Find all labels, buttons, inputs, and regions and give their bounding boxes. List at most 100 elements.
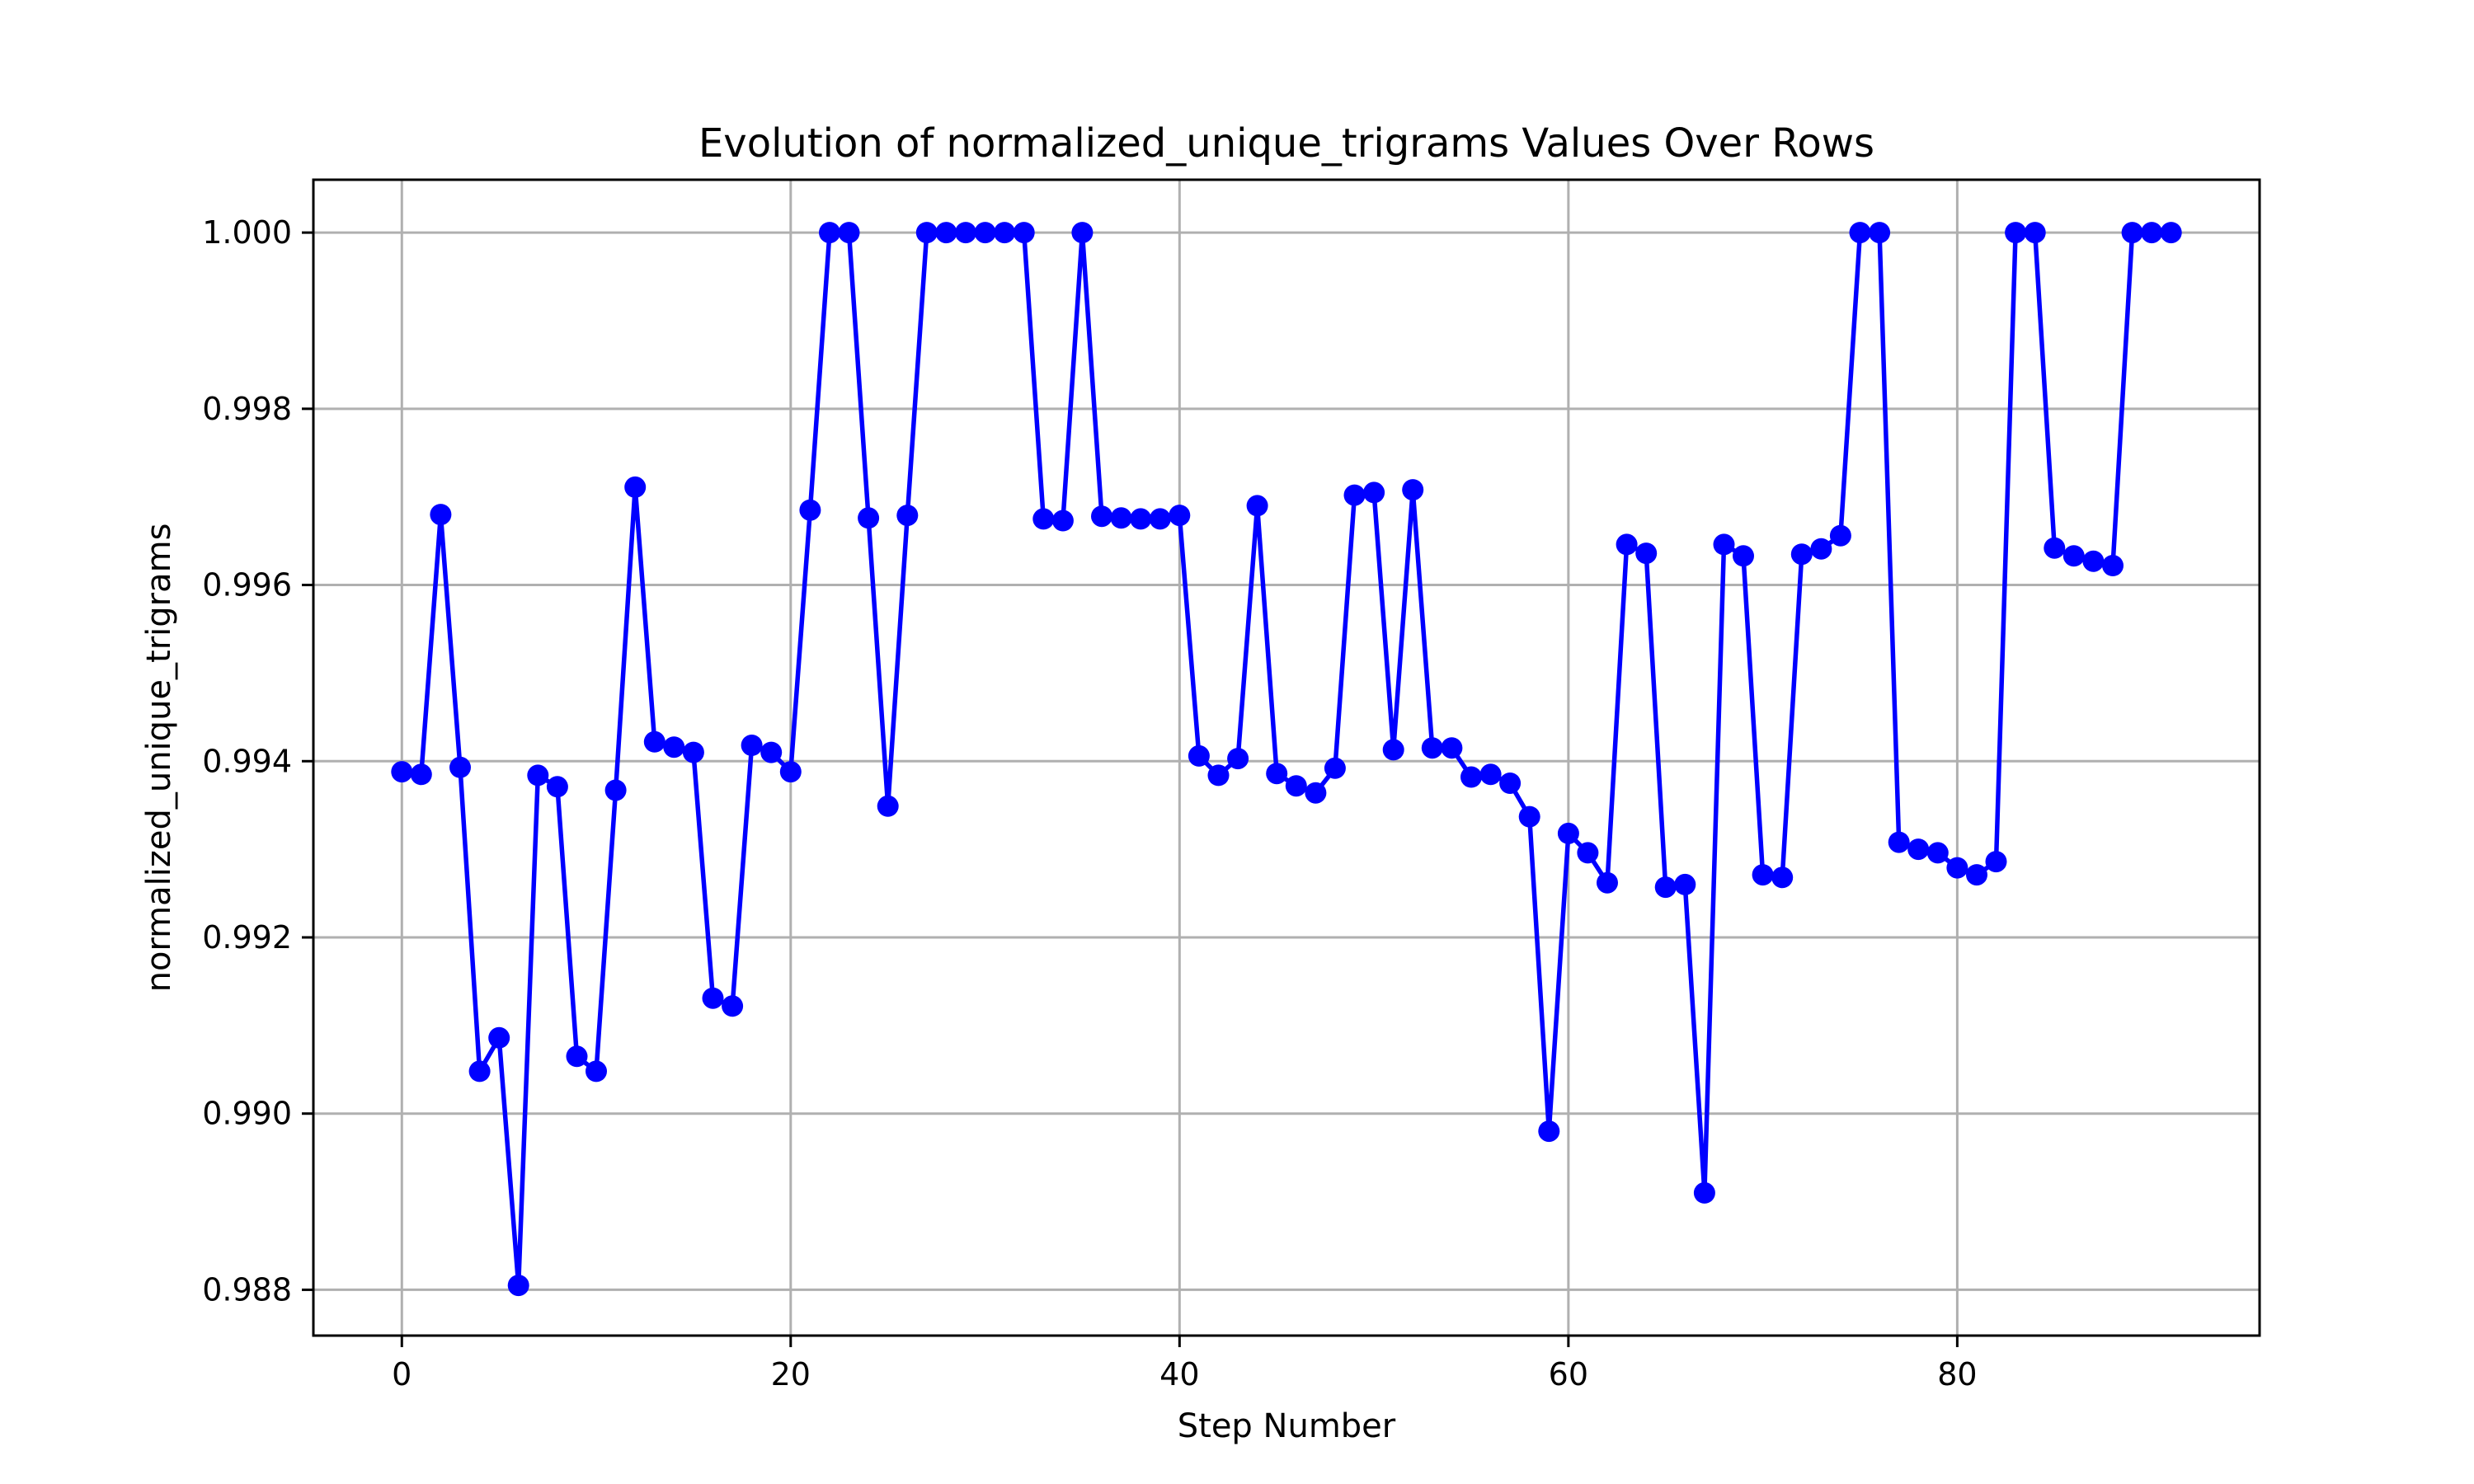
data-point [779,761,802,783]
x-axis-label: Step Number [1178,1407,1396,1445]
data-point [1402,479,1424,501]
plot-frame [312,178,2261,1337]
data-point [2062,545,2085,567]
data-point [1363,481,1385,504]
data-point [1441,737,1463,759]
y-tick-label: 1.000 [202,214,292,251]
data-point [1051,510,1074,532]
data-point [935,222,957,244]
y-tick-label: 0.996 [202,567,292,603]
y-tick-label: 0.988 [202,1271,292,1308]
data-point [430,504,452,526]
data-point [546,776,568,798]
y-axis-label: normalized_unique_trigrams [140,524,178,993]
data-point [1771,866,1794,889]
data-point [1130,508,1152,530]
data-point [955,222,976,244]
data-point [643,730,666,753]
data-point [1538,1120,1560,1143]
data-point [1713,533,1735,556]
data-point [1382,739,1404,761]
data-point [1032,508,1055,530]
data-point [488,1026,510,1049]
series-layer [391,222,2182,1297]
data-point [1869,222,1891,244]
data-point [1849,222,1871,244]
data-point [799,499,821,521]
data-point [1926,842,1949,864]
data-point [1091,505,1112,528]
data-point [391,761,413,783]
data-point [1479,763,1502,786]
x-tick-label: 20 [771,1356,811,1392]
data-point [1635,542,1658,565]
data-point [2024,222,2046,244]
data-point [1888,831,1910,853]
x-tick-label: 40 [1159,1356,1199,1392]
data-point [915,222,938,244]
data-point [586,1060,607,1082]
data-point [527,764,549,787]
data-point [974,222,996,244]
data-point [468,1060,491,1082]
data-point [507,1275,529,1297]
data-point [1985,851,2007,873]
data-point [877,795,899,817]
data-point [760,741,783,763]
data-point [2102,555,2124,576]
data-point [624,476,647,498]
data-point [1460,766,1482,788]
chart-title: Evolution of normalized_unique_trigrams … [698,120,1874,167]
data-point [1266,763,1288,785]
y-tick-label: 0.990 [202,1096,292,1132]
data-point [2121,222,2143,244]
y-tick-label: 0.994 [202,743,292,779]
axis-ticks: 0 20 40 60 80 0.988 0.990 0.992 0.994 0.996 0.998 1… [202,214,1977,1392]
data-point [1071,222,1094,244]
data-point [994,222,1016,244]
data-point [741,735,763,756]
x-tick-label: 60 [1549,1356,1588,1392]
data-point [1343,484,1366,506]
data-point [1207,764,1230,787]
data-point [410,763,432,786]
data-point [1518,805,1540,828]
data-point [1674,873,1696,895]
y-tick-label: 0.992 [202,919,292,956]
data-point [1324,757,1346,779]
data-point [1577,842,1599,864]
data-point [1752,864,1774,886]
data-point [1829,524,1851,547]
data-point [449,756,471,778]
data-point [702,987,724,1009]
data-point [1246,495,1268,517]
data-point [819,222,840,244]
data-point [2044,537,2066,559]
data-point [1597,871,1618,894]
data-point [1499,773,1522,794]
data-point [2082,550,2105,572]
data-point [1790,543,1813,566]
data-point [858,507,880,529]
data-point [1188,744,1210,767]
y-tick-label: 0.998 [202,391,292,427]
x-tick-label: 0 [392,1356,412,1392]
data-point [2160,222,2182,244]
data-point [1733,545,1754,567]
data-point [1169,505,1191,527]
data-point [838,222,860,244]
data-point [1616,533,1638,556]
data-point [1305,782,1327,804]
data-point [1013,222,1035,244]
data-point [604,779,627,801]
data-point [1693,1181,1715,1204]
data-point [663,736,685,758]
data-point [1946,857,1968,879]
data-point [1907,838,1930,861]
data-point [1654,876,1677,899]
data-point [566,1045,588,1068]
data-point [1227,748,1249,770]
data-point [1557,822,1579,844]
data-point [722,995,744,1017]
